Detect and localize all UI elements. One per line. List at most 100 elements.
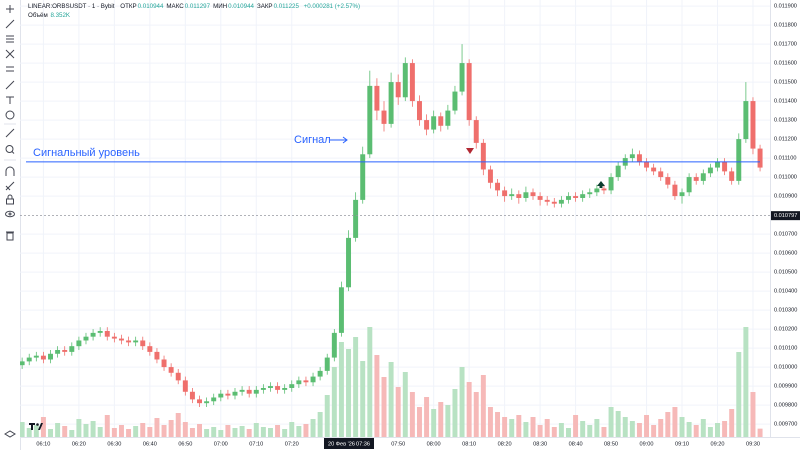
x-tick-label: 09:30 — [746, 441, 760, 447]
candle-body — [147, 346, 153, 352]
y-tick-label: 0.010900 — [774, 194, 797, 200]
candle-body — [587, 192, 593, 195]
volume-bar — [566, 428, 571, 437]
volume-bar — [672, 407, 678, 437]
candle-body — [452, 91, 458, 111]
volume-bar — [438, 402, 444, 437]
volume-bar — [310, 419, 316, 437]
y-tick-label: 0.010500 — [774, 270, 797, 276]
candle-body — [76, 340, 82, 347]
y-tick-label: 0.010200 — [774, 327, 797, 333]
candle-body — [239, 389, 245, 392]
candle-body — [33, 355, 39, 358]
tool-stay-drawing[interactable] — [5, 181, 15, 191]
tool-lock[interactable] — [6, 194, 14, 205]
legend-value: 0.010944 — [228, 3, 254, 10]
candle-body — [537, 196, 543, 200]
symbol[interactable]: LINEAR:ORBSUSDT · 1 · Bybit — [28, 3, 115, 10]
candle-body — [523, 192, 529, 198]
tool-zoom[interactable] — [5, 145, 15, 154]
tool-magnet[interactable] — [5, 166, 15, 176]
volume-bar — [20, 422, 25, 437]
candle-body — [431, 116, 437, 130]
candle-body — [722, 161, 728, 172]
tool-trendline[interactable] — [5, 19, 15, 29]
last-price-label: 0.010797 — [774, 213, 797, 219]
x-tick-label: 08:40 — [569, 441, 583, 447]
x-tick-label: 09:10 — [675, 441, 689, 447]
crosshair-time: 07:36 — [356, 441, 370, 447]
tool-pattern[interactable] — [5, 49, 15, 59]
tool-brush[interactable] — [5, 80, 15, 90]
sell-marker — [466, 148, 474, 154]
y-tick-label: 0.011700 — [774, 42, 797, 48]
x-tick-label: 07:10 — [249, 441, 263, 447]
candle-body — [62, 349, 68, 352]
volume-bar — [558, 423, 564, 437]
y-tick-label: 0.011600 — [774, 61, 797, 67]
last-price-box — [771, 211, 800, 221]
y-tick-label: 0.011400 — [774, 99, 797, 105]
x-tick-label: 08:30 — [533, 441, 547, 447]
price-axis — [770, 0, 800, 450]
volume-bar — [516, 415, 522, 437]
tool-layers[interactable] — [4, 430, 16, 438]
candle-body — [182, 380, 188, 392]
candle-body — [658, 171, 664, 178]
candle-body — [126, 340, 132, 343]
volume-bar — [367, 327, 373, 437]
volume-bar — [750, 392, 756, 437]
grid — [20, 0, 770, 437]
tool-delete[interactable] — [6, 231, 14, 241]
change: +0.000281 (+2.57%) — [303, 3, 361, 10]
candle-body — [83, 336, 89, 341]
candle-body — [736, 139, 742, 181]
volume-bar — [267, 428, 273, 437]
volume-pane — [20, 327, 763, 437]
volume-bar — [296, 426, 302, 437]
volume-bar — [33, 425, 39, 437]
candle-body — [644, 161, 650, 168]
y-tick-label: 0.011000 — [774, 175, 797, 181]
y-tick-label: 0.010400 — [774, 289, 797, 295]
volume-bar — [289, 422, 295, 437]
volume-bar — [338, 342, 344, 437]
candle-body — [232, 391, 238, 396]
volume-bar — [111, 428, 117, 437]
legend-value: 0.010944 — [137, 3, 164, 10]
tool-fib[interactable] — [6, 35, 14, 43]
candle-body — [551, 201, 557, 204]
volume-bar — [495, 412, 501, 437]
volume-bar — [665, 412, 671, 437]
y-tick-label: 0.011500 — [774, 80, 797, 86]
candle-body — [679, 192, 685, 197]
volume-bar — [275, 425, 281, 437]
volume-bar — [55, 423, 61, 437]
volume-bar — [97, 427, 103, 437]
volume-bar — [353, 337, 359, 437]
volume-bar — [487, 407, 493, 437]
candle-body — [750, 101, 756, 149]
volume-bar — [253, 423, 259, 437]
volume-bar — [104, 415, 110, 437]
x-tick-label: 08:20 — [498, 441, 512, 447]
tool-visibility[interactable] — [5, 210, 15, 218]
volume-bar — [409, 392, 415, 437]
volume-bar — [331, 367, 337, 437]
tool-ruler[interactable] — [5, 128, 15, 138]
volume-bar — [175, 413, 181, 437]
tool-text[interactable] — [6, 96, 14, 104]
volume-bar — [466, 382, 472, 437]
x-tick-label: 09:20 — [710, 441, 724, 447]
candle-body — [104, 330, 110, 337]
y-tick-label: 0.011800 — [774, 23, 797, 29]
volume-bar — [360, 361, 366, 437]
y-tick-label: 0.009900 — [774, 384, 797, 390]
y-tick-label: 0.010300 — [774, 308, 797, 314]
legend-key: МАКС — [166, 3, 184, 10]
tool-emoji[interactable] — [5, 110, 15, 120]
tool-crosshair[interactable] — [6, 5, 14, 13]
candle-body — [204, 401, 210, 404]
tool-projection[interactable] — [6, 66, 14, 72]
